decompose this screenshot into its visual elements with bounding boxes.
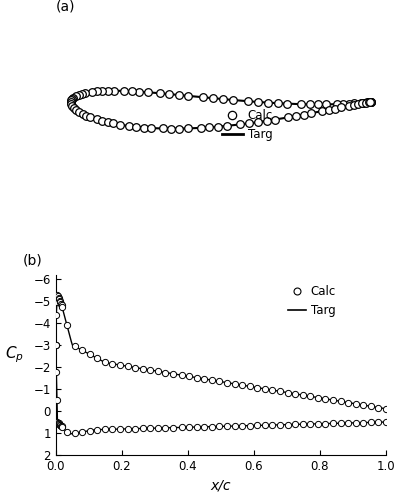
Text: (b): (b) xyxy=(23,254,43,268)
Legend: Calc, Targ: Calc, Targ xyxy=(283,280,341,322)
X-axis label: x/c: x/c xyxy=(211,478,231,492)
Y-axis label: $C_p$: $C_p$ xyxy=(5,344,23,365)
Legend: Calc, Targ: Calc, Targ xyxy=(217,104,278,146)
Text: (a): (a) xyxy=(56,0,75,13)
